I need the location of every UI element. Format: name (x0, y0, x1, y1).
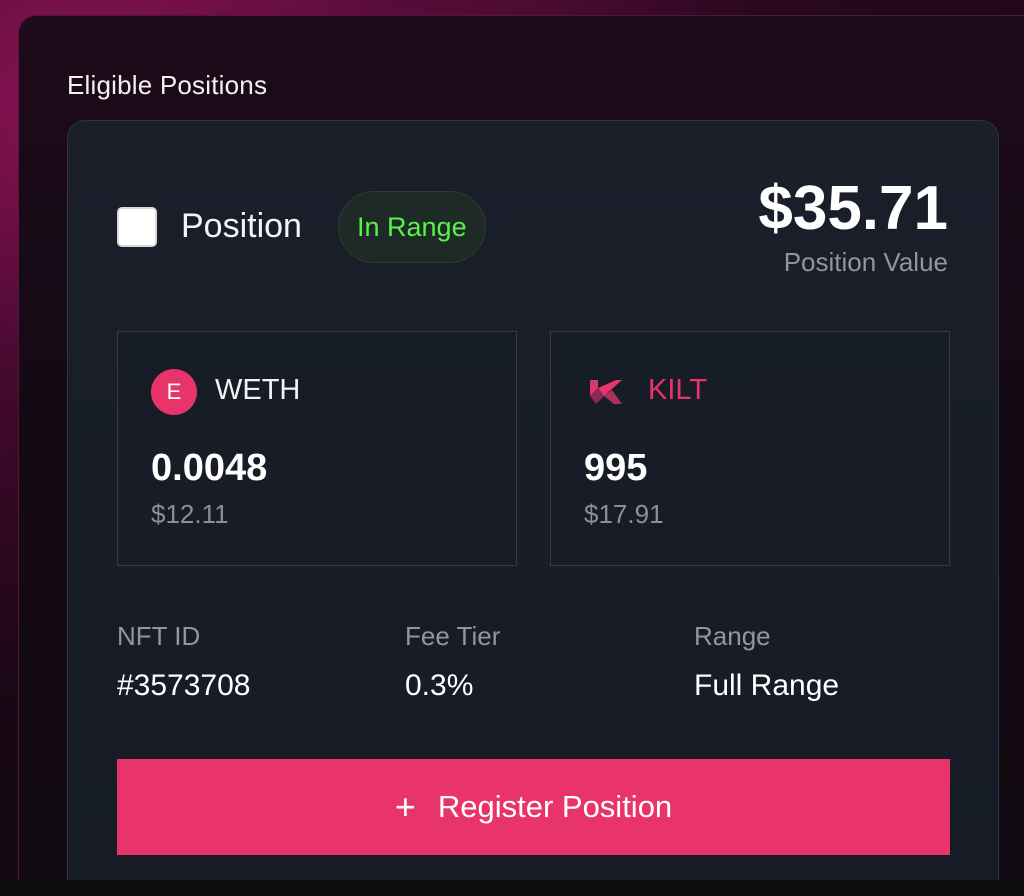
position-value-label: Position Value (783, 247, 948, 277)
weth-icon: E (151, 369, 197, 415)
token-amount: 0.0048 (151, 447, 268, 489)
bottom-bar (0, 880, 1024, 896)
nft-id-label: NFT ID (117, 621, 201, 651)
position-value: $35.71 (758, 174, 948, 243)
fee-tier-label: Fee Tier (405, 621, 501, 651)
nft-id-value: #3573708 (117, 669, 251, 702)
range-label: Range (694, 621, 771, 651)
register-position-button[interactable]: + Register Position (117, 759, 950, 855)
position-checkbox[interactable] (117, 207, 157, 247)
token-name: KILT (648, 374, 708, 406)
plus-icon: + (394, 786, 416, 827)
position-label: Position (181, 207, 302, 245)
section-title: Eligible Positions (67, 70, 268, 100)
token-card-kilt: KILT 995 $17.91 (550, 331, 950, 566)
range-value: Full Range (694, 669, 840, 702)
status-badge: In Range (338, 191, 486, 263)
register-position-label: Register Position (437, 789, 673, 824)
token-usd-value: $17.91 (584, 499, 664, 529)
fee-tier-value: 0.3% (405, 669, 474, 702)
token-usd-value: $12.11 (151, 499, 229, 529)
position-card: Position In Range $35.71 Position Value … (67, 120, 999, 896)
token-card-weth: E WETH 0.0048 $12.11 (117, 331, 517, 566)
token-name: WETH (215, 374, 301, 406)
token-amount: 995 (584, 447, 648, 489)
kilt-logo-icon (590, 380, 622, 404)
